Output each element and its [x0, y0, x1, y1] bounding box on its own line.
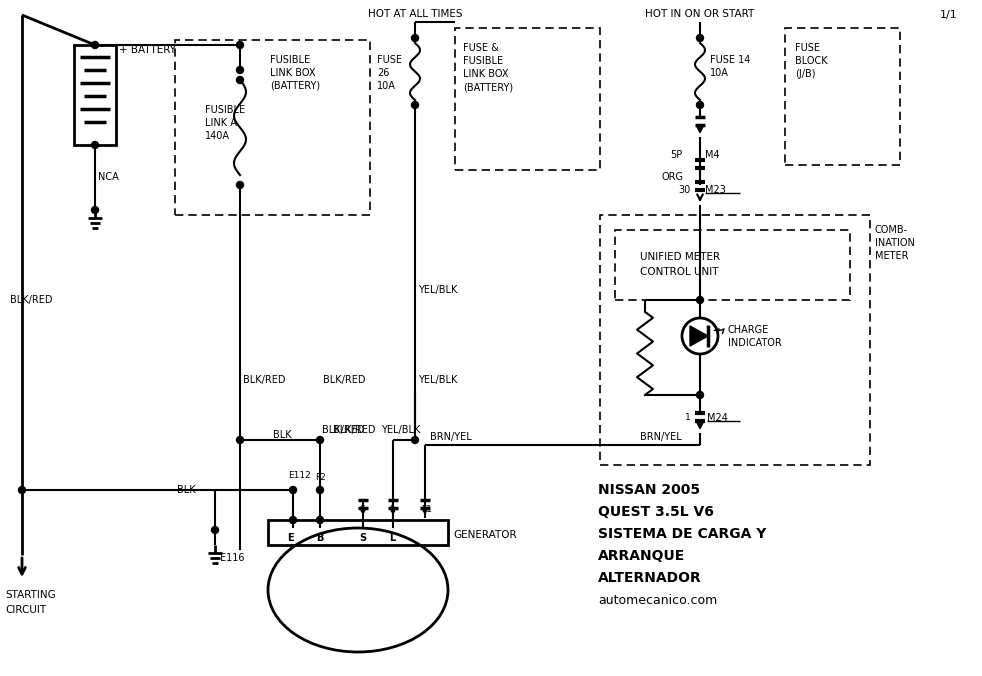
Circle shape: [290, 516, 297, 523]
Text: 1: 1: [685, 414, 690, 422]
Text: 5P: 5P: [670, 150, 682, 160]
Text: YEL/BLK: YEL/BLK: [381, 425, 420, 435]
Text: BRN/YEL: BRN/YEL: [430, 432, 471, 442]
Text: FUSIBLE: FUSIBLE: [463, 56, 503, 66]
Text: F1: F1: [421, 506, 432, 514]
Text: 26: 26: [377, 68, 390, 78]
Text: FUSE: FUSE: [795, 43, 820, 53]
Circle shape: [211, 527, 219, 533]
Circle shape: [316, 487, 323, 493]
Text: HOT AT ALL TIMES: HOT AT ALL TIMES: [367, 9, 463, 19]
Circle shape: [411, 101, 418, 109]
Text: FUSE &: FUSE &: [463, 43, 499, 53]
Text: L: L: [389, 533, 395, 543]
Text: FUSIBLE: FUSIBLE: [270, 55, 310, 65]
Text: BLK: BLK: [273, 430, 292, 440]
Text: LINK A: LINK A: [205, 118, 237, 128]
Circle shape: [316, 437, 323, 443]
Circle shape: [91, 41, 98, 49]
Circle shape: [290, 487, 297, 493]
Text: (J/B): (J/B): [795, 69, 815, 79]
Text: ARRANQUE: ARRANQUE: [598, 549, 685, 563]
Text: FUSE: FUSE: [377, 55, 402, 65]
Text: S: S: [359, 533, 366, 543]
Text: M23: M23: [705, 185, 726, 195]
Circle shape: [237, 66, 244, 74]
Text: UNIFIED METER: UNIFIED METER: [640, 252, 720, 262]
Text: BRN/YEL: BRN/YEL: [640, 432, 682, 442]
Text: M4: M4: [705, 150, 720, 160]
Text: FUSE 14: FUSE 14: [710, 55, 750, 65]
Circle shape: [237, 437, 244, 443]
Text: SISTEMA DE CARGA Y: SISTEMA DE CARGA Y: [598, 527, 766, 541]
Bar: [175, 40, 370, 215]
Text: ALTERNADOR: ALTERNADOR: [598, 571, 702, 585]
Text: M24: M24: [707, 413, 728, 423]
Text: YEL/BLK: YEL/BLK: [418, 285, 458, 295]
Text: BLK: BLK: [177, 485, 195, 495]
Circle shape: [696, 391, 703, 398]
Text: HOT IN ON OR START: HOT IN ON OR START: [645, 9, 754, 19]
Bar: [455, 28, 600, 170]
Text: S: S: [359, 506, 364, 514]
Text: E112: E112: [288, 470, 310, 479]
Text: LINK BOX: LINK BOX: [463, 69, 509, 79]
Bar: [615, 230, 850, 300]
Text: (BATTERY): (BATTERY): [463, 82, 514, 92]
Circle shape: [237, 76, 244, 84]
Text: INDICATOR: INDICATOR: [728, 338, 782, 348]
Circle shape: [411, 437, 418, 443]
Circle shape: [316, 516, 323, 523]
Text: BLOCK: BLOCK: [795, 56, 828, 66]
Bar: [74, 45, 116, 145]
Text: F2: F2: [315, 473, 326, 483]
Text: BLK/RED: BLK/RED: [333, 425, 375, 435]
Text: E: E: [287, 533, 294, 543]
Circle shape: [91, 141, 98, 149]
Circle shape: [696, 297, 703, 304]
Text: 10A: 10A: [377, 81, 396, 91]
Text: E116: E116: [220, 553, 245, 563]
Text: ORG: ORG: [662, 172, 684, 182]
Bar: [600, 215, 870, 465]
Text: QUEST 3.5L V6: QUEST 3.5L V6: [598, 505, 714, 519]
Bar: [268, 520, 448, 545]
Text: STARTING: STARTING: [5, 590, 56, 600]
Circle shape: [237, 181, 244, 189]
Polygon shape: [690, 326, 708, 346]
Circle shape: [19, 487, 26, 493]
Circle shape: [696, 101, 703, 109]
Text: 30: 30: [678, 185, 690, 195]
Circle shape: [411, 34, 418, 41]
Text: BLK/RED: BLK/RED: [10, 295, 52, 305]
Text: COMB-: COMB-: [875, 225, 908, 235]
Bar: [785, 28, 900, 165]
Text: B: B: [316, 533, 323, 543]
Text: automecanico.com: automecanico.com: [598, 594, 717, 606]
Text: METER: METER: [875, 251, 908, 261]
Text: 10A: 10A: [710, 68, 729, 78]
Text: FUSIBLE: FUSIBLE: [205, 105, 246, 115]
Text: 140A: 140A: [205, 131, 230, 141]
Text: LINK BOX: LINK BOX: [270, 68, 315, 78]
Text: YEL/BLK: YEL/BLK: [418, 375, 458, 385]
Text: CONTROL UNIT: CONTROL UNIT: [640, 267, 719, 277]
Text: L: L: [389, 506, 394, 514]
Text: INATION: INATION: [875, 238, 915, 248]
Text: (BATTERY): (BATTERY): [270, 81, 320, 91]
Text: CIRCUIT: CIRCUIT: [5, 605, 46, 615]
Circle shape: [696, 34, 703, 41]
Text: + BATTERY: + BATTERY: [119, 45, 176, 55]
Text: GENERATOR: GENERATOR: [453, 530, 517, 540]
Text: NCA: NCA: [98, 172, 119, 182]
Text: 1/1: 1/1: [940, 10, 957, 20]
Text: BLK/RED: BLK/RED: [323, 375, 365, 385]
Circle shape: [237, 41, 244, 49]
Text: NISSAN 2005: NISSAN 2005: [598, 483, 700, 497]
Text: BLK/RED: BLK/RED: [243, 375, 286, 385]
Circle shape: [91, 206, 98, 214]
Text: CHARGE: CHARGE: [728, 325, 769, 335]
Text: BLK/RED: BLK/RED: [322, 425, 364, 435]
